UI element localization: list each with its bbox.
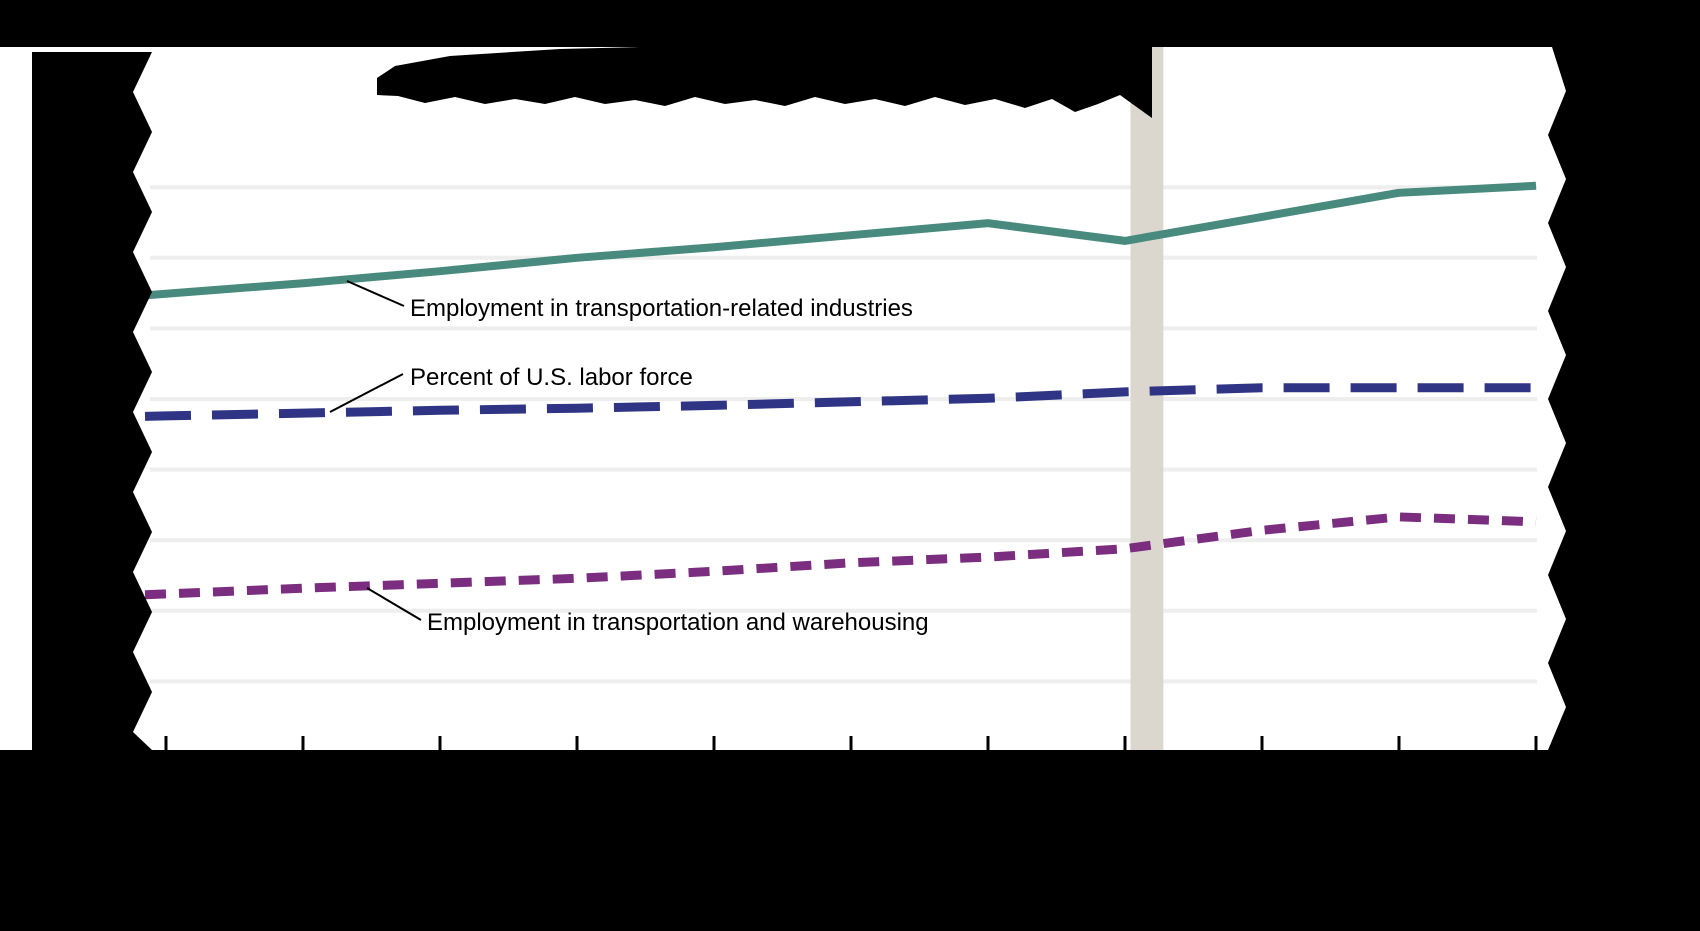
title-redaction-scribble: [377, 47, 1152, 118]
series-line-3: [144, 512, 1537, 600]
series-group: [144, 181, 1537, 600]
series-line-1: [144, 181, 1537, 300]
leader-line-series3: [366, 587, 422, 621]
x-axis-ticks-group: [164, 736, 1538, 752]
series1-annotation-label: Employment in transportation-related ind…: [410, 295, 913, 322]
series-line-2: [144, 383, 1536, 421]
y-axis-labels-redaction-scribble: [32, 52, 152, 750]
covid-event-band: [1130, 47, 1164, 750]
bottom-black-bar-xaxis-redaction: [0, 750, 1700, 931]
leader-line-series1: [346, 280, 405, 307]
series2-annotation-label: Percent of U.S. labor force: [410, 364, 693, 391]
top-black-bar: [0, 0, 1700, 47]
right-margin-redaction-scribble: [1548, 47, 1700, 750]
leader-line-series2: [329, 373, 404, 413]
gridlines-group: [150, 185, 1537, 684]
series3-annotation-label: Employment in transportation and warehou…: [427, 609, 929, 636]
